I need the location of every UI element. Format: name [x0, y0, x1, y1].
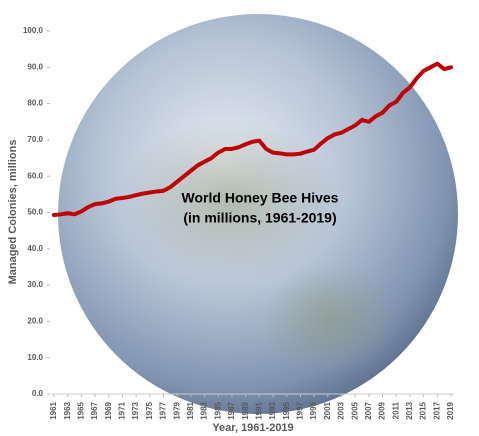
y-tick-label: 0.0 [32, 389, 44, 398]
y-tick-label: 20.0 [27, 317, 43, 326]
y-tick-label: 60.0 [27, 171, 43, 180]
y-tick-label: 80.0 [27, 99, 43, 108]
x-tick-label: 1969 [104, 401, 113, 419]
x-tick-label: 1967 [90, 401, 99, 419]
x-tick-label: 1987 [227, 401, 236, 419]
x-tick-label: 1993 [268, 401, 277, 419]
x-tick-label: 1975 [145, 401, 154, 419]
x-tick-label: 1977 [159, 401, 168, 419]
y-axis-title: Managed Colonies, millions [7, 140, 19, 285]
x-tick-label: 1981 [186, 401, 195, 419]
x-tick-label: 1983 [200, 401, 209, 419]
x-tick-label: 2007 [364, 401, 373, 419]
globe-land [120, 120, 340, 280]
y-tick-label: 10.0 [27, 353, 43, 362]
x-tick-label: 2001 [323, 401, 332, 419]
x-tick-label: 1979 [172, 401, 181, 419]
x-tick-label: 2013 [405, 401, 414, 419]
x-tick-label: 1971 [118, 401, 127, 419]
x-tick-label: 2015 [419, 401, 428, 419]
x-tick-label: 1985 [213, 401, 222, 419]
x-tick-label: 2003 [337, 401, 346, 419]
y-tick-label: 30.0 [27, 280, 43, 289]
x-axis-title: Year, 1961-2019 [212, 422, 293, 434]
x-tick-label: 2005 [350, 401, 359, 419]
x-tick-label: 1991 [254, 401, 263, 419]
globe-land [260, 265, 400, 375]
series-line [52, 61, 453, 218]
y-tick-label: 70.0 [27, 135, 43, 144]
x-tick-label: 1963 [63, 401, 72, 419]
x-tick-label: 1995 [282, 401, 291, 419]
x-tick-label: 1965 [76, 401, 85, 419]
x-tick-label: 2009 [378, 401, 387, 419]
x-tick-label: 1999 [309, 401, 318, 419]
chart-title: World Honey Bee Hives [182, 190, 339, 206]
chart-subtitle: (in millions, 1961-2019) [183, 210, 336, 226]
x-tick-label: 2019 [446, 401, 455, 419]
x-tick-label: 2011 [391, 401, 400, 419]
y-tick-label: 90.0 [27, 62, 43, 71]
y-tick-label: 100.0 [23, 26, 44, 35]
x-tick-label: 1961 [49, 401, 58, 419]
x-tick-label: 1973 [131, 401, 140, 419]
x-tick-label: 1997 [296, 401, 305, 419]
x-tick-label: 1989 [241, 401, 250, 419]
x-tick-label: 2017 [432, 401, 441, 419]
y-tick-label: 40.0 [27, 244, 43, 253]
y-tick-label: 50.0 [27, 208, 43, 217]
